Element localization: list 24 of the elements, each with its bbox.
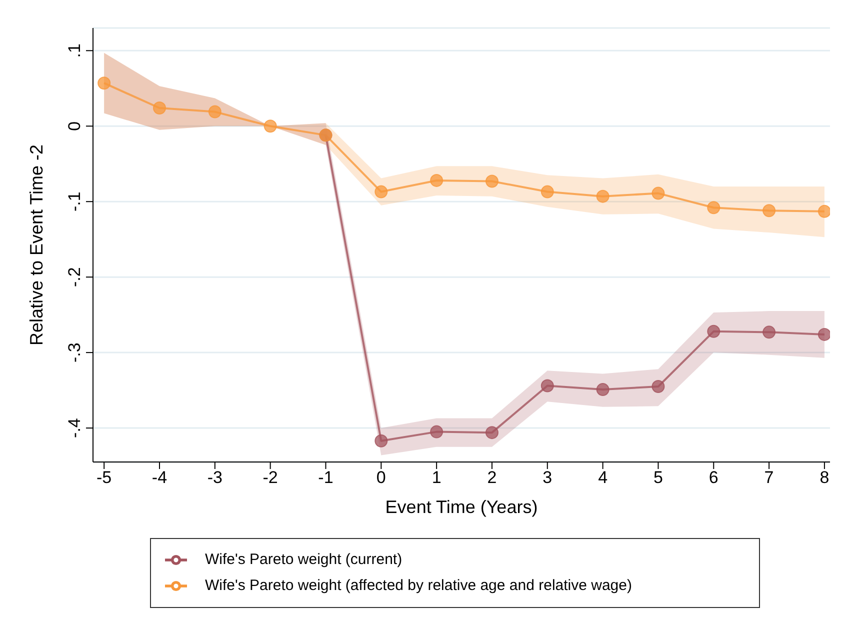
- y-tick-label: 0: [65, 121, 84, 131]
- x-tick-label: -3: [207, 468, 222, 488]
- x-tick-label: 1: [432, 468, 442, 488]
- x-tick-label: -2: [262, 468, 278, 488]
- y-tick-label: -.1: [65, 192, 84, 212]
- y-tick-label: -.2: [65, 267, 84, 287]
- x-tick-label: -1: [318, 468, 334, 488]
- y-tick-label: .1: [65, 44, 84, 58]
- x-tick-label: 3: [542, 468, 552, 488]
- y-tick-label: -.3: [65, 342, 84, 362]
- x-axis-title: Event Time (Years): [385, 497, 538, 517]
- legend-label: Wife's Pareto weight (affected by relative age and relative wage): [205, 577, 632, 594]
- y-axis-title: Relative to Event Time -2: [26, 144, 46, 346]
- x-tick-label: 5: [653, 468, 663, 488]
- x-tick-label: 0: [376, 468, 386, 488]
- x-tick-label: -4: [152, 468, 168, 488]
- x-tick-label: 4: [598, 468, 608, 488]
- x-tick-label: 6: [708, 468, 718, 488]
- y-tick-label: -.4: [65, 418, 84, 438]
- x-tick-label: 8: [820, 468, 830, 488]
- x-tick-label: 7: [764, 468, 774, 488]
- x-tick-label: 2: [487, 468, 497, 488]
- x-tick-label: -5: [96, 468, 112, 488]
- legend-label: Wife's Pareto weight (current): [205, 551, 402, 568]
